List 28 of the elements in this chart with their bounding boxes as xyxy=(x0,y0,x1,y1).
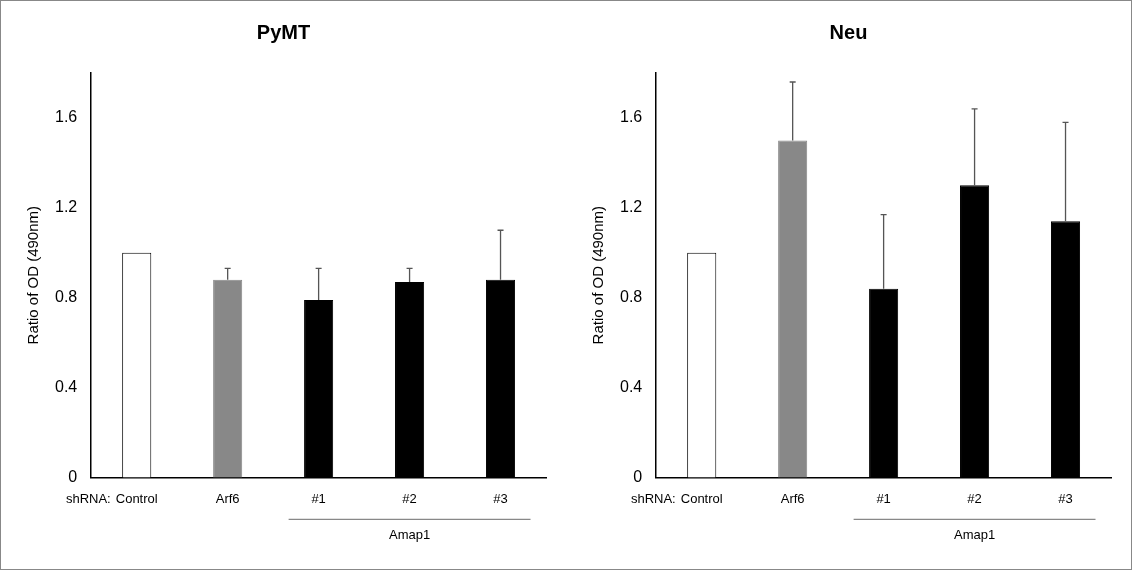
x-tick-label: #2 xyxy=(402,490,417,506)
chart-title: Neu xyxy=(829,20,868,43)
text: shRNA: xyxy=(65,490,111,506)
y-tick-label: 0.8 xyxy=(54,288,78,306)
x-tick-label: Control xyxy=(115,490,158,506)
chart-title: PyMT xyxy=(256,20,311,43)
y-tick-label: 0.8 xyxy=(619,288,643,306)
x-tick-label: Arf6 xyxy=(215,490,240,506)
x-tick-label: #1 xyxy=(311,490,326,506)
y-tick-label: 0 xyxy=(68,467,78,485)
text: Amap1 xyxy=(953,526,996,542)
y-tick-label: 1.6 xyxy=(54,108,78,126)
y-tick-label: 0 xyxy=(633,467,643,485)
x-tick-label: #3 xyxy=(1058,490,1073,506)
y-axis-title: Ratio of OD (490nm) xyxy=(24,206,42,345)
text: shRNA: xyxy=(630,490,676,506)
x-tick-label: Arf6 xyxy=(780,490,805,506)
x-tick-label: #3 xyxy=(493,490,508,506)
x-tick-label: #1 xyxy=(876,490,891,506)
x-tick-label: #2 xyxy=(967,490,982,506)
y-tick-label: 1.2 xyxy=(54,198,78,216)
y-tick-label: 0.4 xyxy=(619,377,643,395)
text: Amap1 xyxy=(388,526,431,542)
y-tick-label: 1.6 xyxy=(619,108,643,126)
y-tick-label: 1.2 xyxy=(619,198,643,216)
y-axis-title: Ratio of OD (490nm) xyxy=(589,206,607,345)
x-tick-label: Control xyxy=(680,490,723,506)
y-tick-label: 0.4 xyxy=(54,377,78,395)
